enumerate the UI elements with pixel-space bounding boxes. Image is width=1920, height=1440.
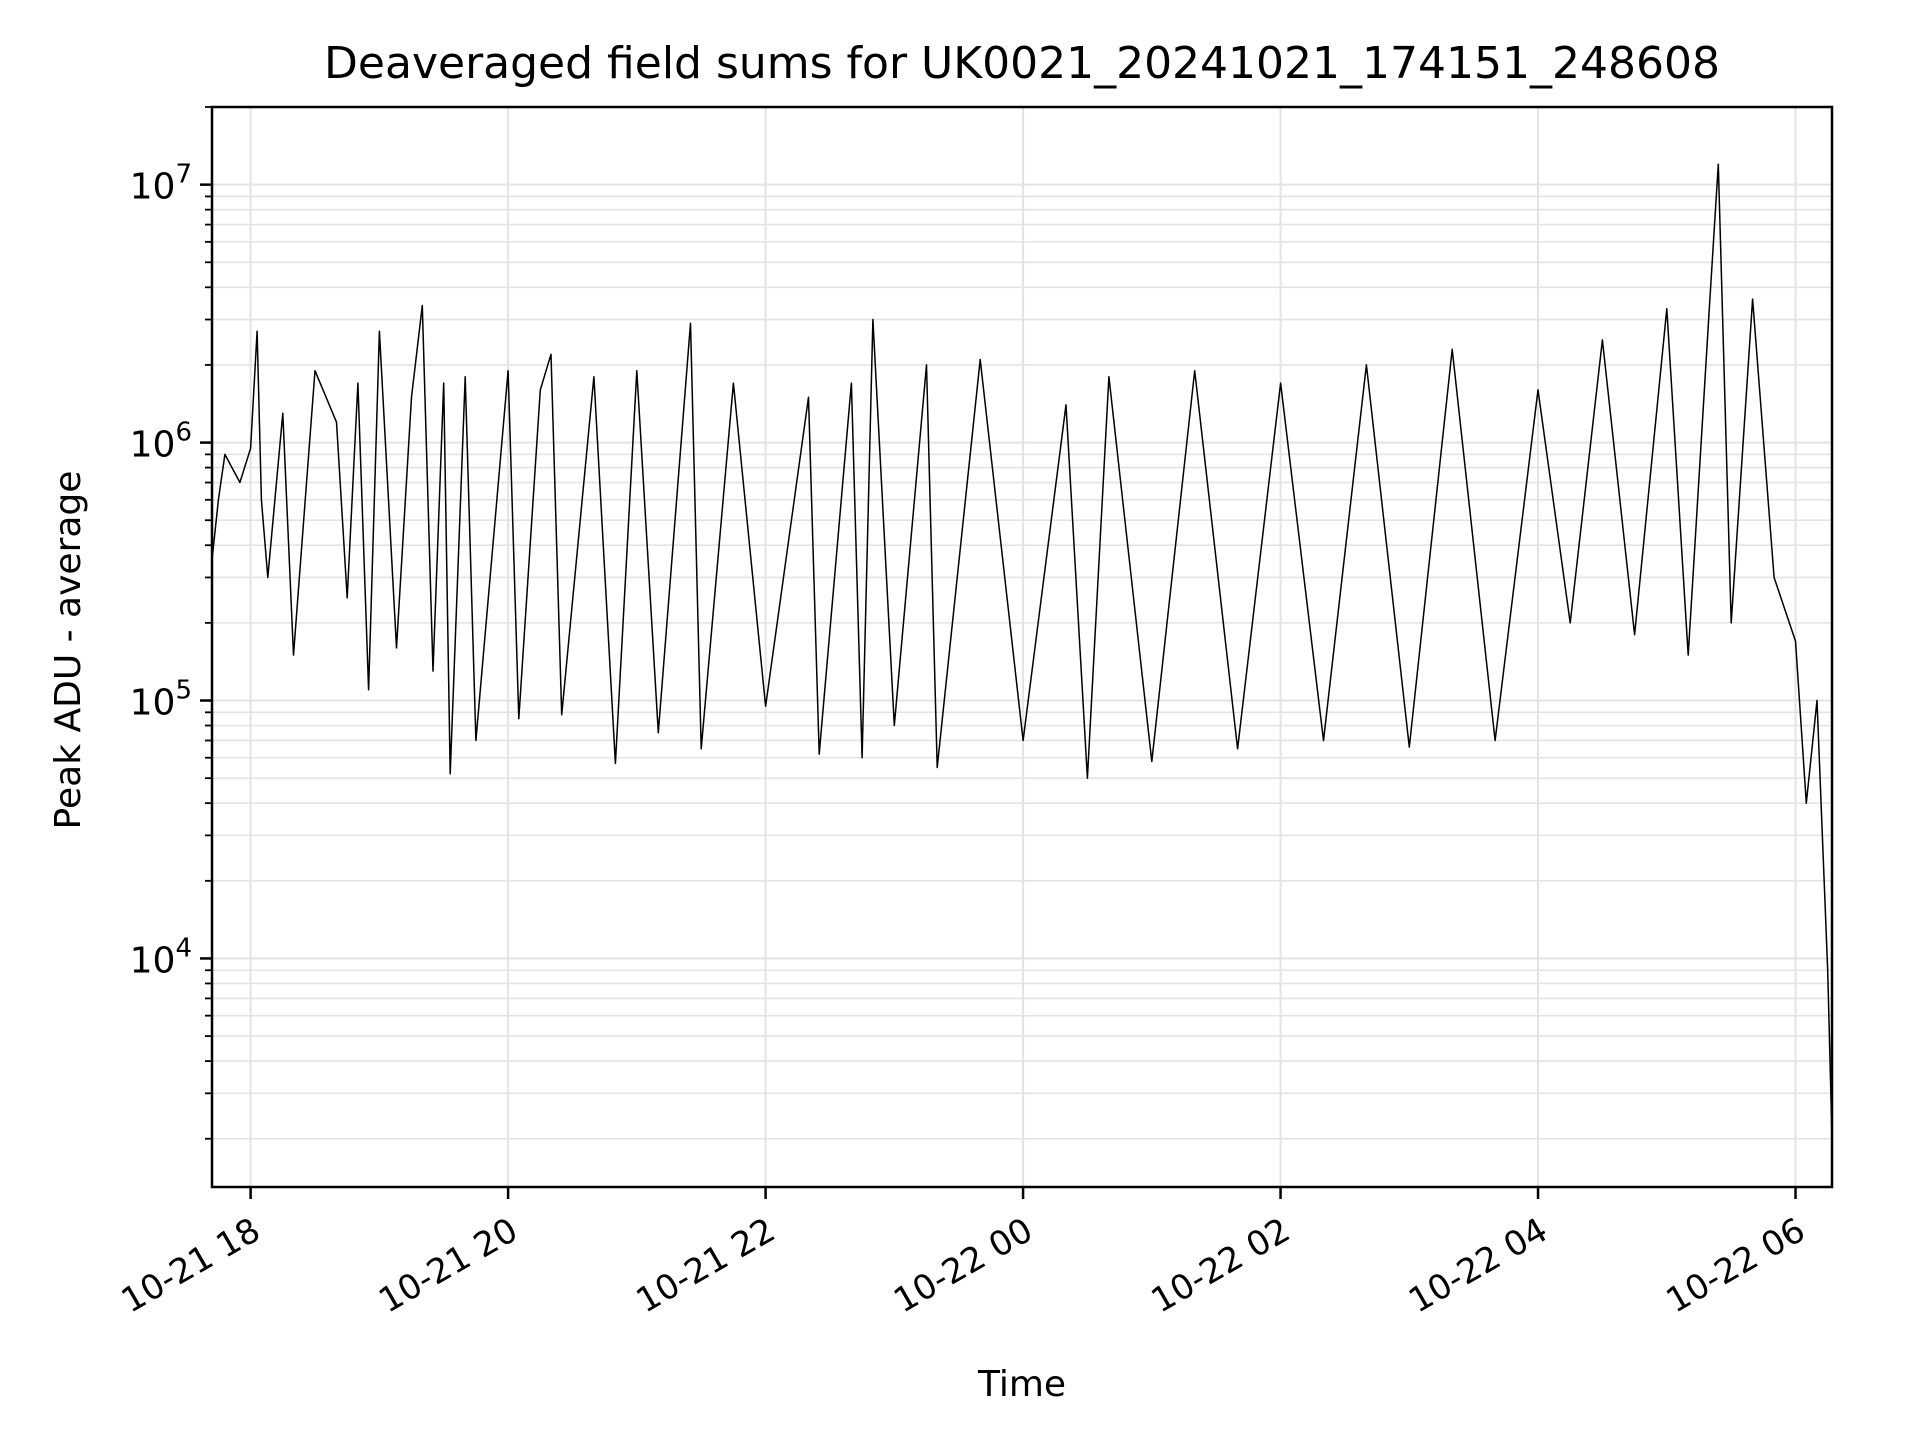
- y-tick-label: 106: [130, 418, 192, 466]
- x-tick-label: 10-22 06: [1660, 1210, 1812, 1321]
- x-tick-label: 10-22 04: [1402, 1210, 1554, 1321]
- y-tick-label-base: 10: [130, 683, 176, 724]
- y-tick-label-base: 10: [130, 940, 176, 981]
- y-tick-label-exponent: 4: [175, 933, 192, 963]
- chart-title: Deaveraged field sums for UK0021_2024102…: [324, 38, 1720, 89]
- series-line: [211, 163, 1833, 1139]
- y-tick-label: 105: [130, 676, 192, 724]
- y-tick-label: 104: [130, 933, 192, 981]
- y-tick-label-base: 10: [130, 167, 176, 208]
- x-tick-label: 10-21 22: [630, 1210, 782, 1321]
- x-axis-label: Time: [977, 1364, 1066, 1405]
- x-tick-label: 10-22 00: [887, 1210, 1039, 1321]
- y-tick-label-exponent: 5: [175, 676, 192, 706]
- y-tick-label-exponent: 6: [175, 418, 192, 448]
- x-tick-label: 10-21 18: [115, 1210, 267, 1321]
- y-axis-label: Peak ADU - average: [48, 471, 89, 830]
- x-tick-label: 10-21 20: [372, 1210, 524, 1321]
- grid-lines: [212, 106, 1832, 1187]
- x-tick-label: 10-22 02: [1145, 1210, 1297, 1321]
- x-axis-ticks: 10-21 18 10-21 20 10-21 22 10-22 00 10-22 02…: [115, 1187, 1812, 1321]
- y-tick-label: 107: [130, 160, 192, 208]
- y-tick-label-exponent: 7: [175, 160, 192, 190]
- y-tick-label-base: 10: [130, 425, 176, 466]
- data-series-line: [211, 163, 1833, 1139]
